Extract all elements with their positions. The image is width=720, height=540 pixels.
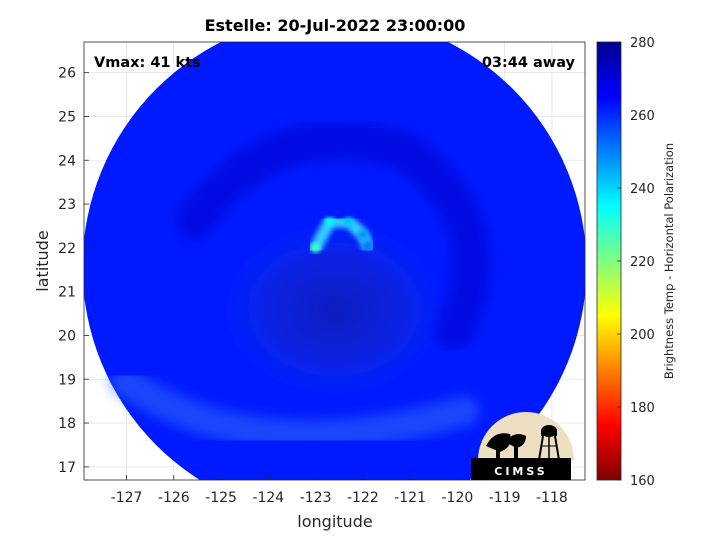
water-tower-icon: [538, 425, 560, 461]
logo-ground: [471, 458, 571, 480]
y-tick-label: 17: [58, 460, 76, 476]
x-tick-label: -122: [347, 490, 379, 506]
y-tick-label: 20: [58, 328, 76, 344]
colorbar-tick-label: 200: [630, 328, 655, 343]
rainband-point: [343, 216, 354, 227]
y-tick-label: 24: [58, 153, 76, 169]
colorbar-label: Brightness Temp - Horizontal Polarizatio…: [662, 143, 676, 379]
colorbar-tick-label: 240: [630, 182, 655, 197]
vmax-annotation: Vmax: 41 kts: [94, 55, 201, 71]
chart-title: Estelle: 20-Jul-2022 23:00:00: [205, 16, 466, 35]
plot-area: -127 -126 -125 -124 -123 -122 -121 -120 -119 -118…: [33, 41, 586, 531]
y-tick-label: 25: [58, 109, 76, 125]
colorbar-tick-label: 180: [630, 401, 655, 416]
distance-annotation: 03:44 away: [482, 55, 576, 71]
rainband-point: [362, 240, 373, 251]
y-tick-label: 23: [58, 197, 76, 213]
microwave-swath: [84, 42, 585, 480]
colorbar-tick-label: 260: [630, 109, 655, 124]
y-tick-label: 18: [58, 416, 76, 432]
rainband-point: [324, 216, 335, 227]
core-region: [224, 224, 445, 395]
x-tick-label: -124: [252, 490, 284, 506]
x-tick-label: -118: [536, 490, 568, 506]
colorbar-ticks: 160 180 200 220 240 260 280: [617, 36, 655, 489]
rainband-point: [310, 242, 321, 253]
x-axis-label: longitude: [297, 512, 372, 531]
spiral-band: [175, 121, 491, 350]
x-tick-label: -119: [489, 490, 521, 506]
y-tick-label: 19: [58, 372, 76, 388]
y-tick-label: 21: [58, 285, 76, 301]
outer-band: [109, 366, 480, 450]
satellite-dish-icon: [486, 433, 526, 460]
rainband-point: [357, 229, 368, 240]
swath-features: [109, 121, 491, 450]
x-tick-label: -123: [300, 490, 332, 506]
x-tick-label: -125: [205, 490, 237, 506]
plot-frame: [83, 41, 586, 481]
colorbar: 160 180 200 220 240 260 280 Brightness Temp - …: [596, 36, 676, 489]
x-tick-label: -126: [158, 490, 190, 506]
y-axis-label: latitude: [33, 230, 52, 291]
y-ticks: 17 18 19 20 21 22 23 24 25 26: [58, 66, 89, 476]
colorbar-tick-label: 160: [630, 474, 655, 489]
colorbar-tick-label: 280: [630, 36, 655, 51]
cimss-logo: CIMSS: [471, 412, 574, 480]
y-tick-label: 22: [58, 241, 76, 257]
x-tick-label: -127: [111, 490, 143, 506]
x-tick-label: -121: [394, 490, 426, 506]
x-ticks: -127 -126 -125 -124 -123 -122 -121 -120 -119 -118: [111, 475, 568, 506]
y-tick-label: 26: [58, 66, 76, 82]
logo-text: CIMSS: [494, 465, 547, 478]
colorbar-tick-label: 220: [630, 255, 655, 270]
x-tick-label: -120: [441, 490, 473, 506]
